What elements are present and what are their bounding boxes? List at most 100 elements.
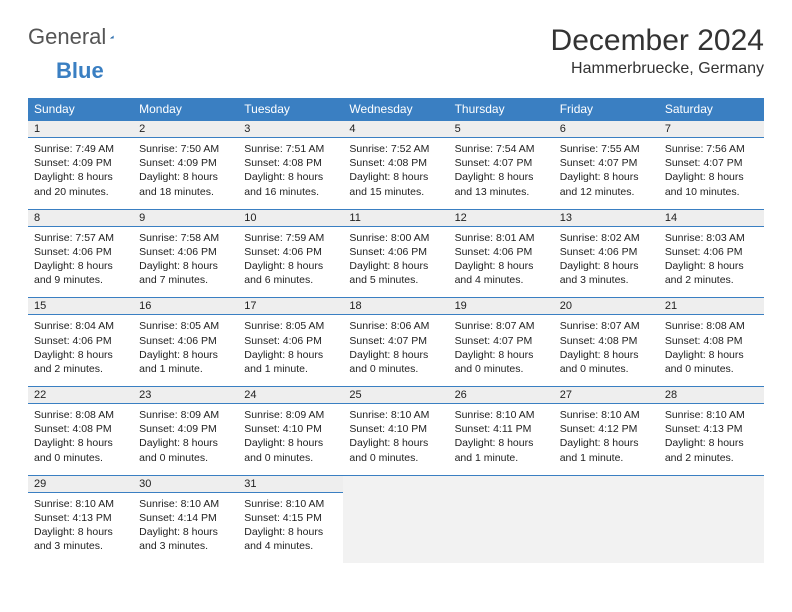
sunrise-text: Sunrise: 8:01 AM xyxy=(455,231,548,245)
day-number: 6 xyxy=(554,120,659,137)
sunrise-text: Sunrise: 8:08 AM xyxy=(34,408,127,422)
day-number: 2 xyxy=(133,120,238,137)
day-number: 17 xyxy=(238,297,343,314)
sunrise-text: Sunrise: 8:06 AM xyxy=(349,319,442,333)
day-cell: Sunrise: 8:04 AMSunset: 4:06 PMDaylight:… xyxy=(28,314,133,386)
daylight-text-2: and 0 minutes. xyxy=(665,362,758,376)
daylight-text-2: and 10 minutes. xyxy=(665,185,758,199)
daylight-text-1: Daylight: 8 hours xyxy=(560,259,653,273)
daylight-text-1: Daylight: 8 hours xyxy=(455,436,548,450)
day-cell: Sunrise: 8:05 AMSunset: 4:06 PMDaylight:… xyxy=(238,314,343,386)
daylight-text-1: Daylight: 8 hours xyxy=(244,348,337,362)
sunset-text: Sunset: 4:10 PM xyxy=(244,422,337,436)
sunset-text: Sunset: 4:06 PM xyxy=(455,245,548,259)
daylight-text-2: and 6 minutes. xyxy=(244,273,337,287)
sunset-text: Sunset: 4:13 PM xyxy=(34,511,127,525)
sunrise-text: Sunrise: 7:52 AM xyxy=(349,142,442,156)
daylight-text-1: Daylight: 8 hours xyxy=(665,170,758,184)
sunrise-text: Sunrise: 7:50 AM xyxy=(139,142,232,156)
calendar-grid: SundayMondayTuesdayWednesdayThursdayFrid… xyxy=(28,98,764,563)
daylight-text-1: Daylight: 8 hours xyxy=(139,348,232,362)
sunset-text: Sunset: 4:07 PM xyxy=(455,156,548,170)
daylight-text-2: and 0 minutes. xyxy=(139,451,232,465)
daylight-text-2: and 15 minutes. xyxy=(349,185,442,199)
sunset-text: Sunset: 4:06 PM xyxy=(139,334,232,348)
daylight-text-2: and 3 minutes. xyxy=(560,273,653,287)
daylight-text-2: and 2 minutes. xyxy=(665,273,758,287)
sunrise-text: Sunrise: 8:10 AM xyxy=(139,497,232,511)
day-cell: Sunrise: 8:10 AMSunset: 4:12 PMDaylight:… xyxy=(554,403,659,475)
daylight-text-2: and 4 minutes. xyxy=(244,539,337,553)
daylight-text-1: Daylight: 8 hours xyxy=(665,436,758,450)
dow-header: Friday xyxy=(554,98,659,120)
sunrise-text: Sunrise: 8:02 AM xyxy=(560,231,653,245)
day-cell: Sunrise: 8:03 AMSunset: 4:06 PMDaylight:… xyxy=(659,226,764,298)
day-number: 22 xyxy=(28,386,133,403)
daylight-text-1: Daylight: 8 hours xyxy=(34,436,127,450)
sunset-text: Sunset: 4:12 PM xyxy=(560,422,653,436)
sunrise-text: Sunrise: 7:57 AM xyxy=(34,231,127,245)
day-cell: Sunrise: 7:51 AMSunset: 4:08 PMDaylight:… xyxy=(238,137,343,209)
blank-cell xyxy=(659,492,764,564)
daylight-text-1: Daylight: 8 hours xyxy=(34,259,127,273)
day-cell: Sunrise: 7:57 AMSunset: 4:06 PMDaylight:… xyxy=(28,226,133,298)
day-cell: Sunrise: 7:54 AMSunset: 4:07 PMDaylight:… xyxy=(449,137,554,209)
daylight-text-2: and 18 minutes. xyxy=(139,185,232,199)
sunset-text: Sunset: 4:06 PM xyxy=(244,245,337,259)
daylight-text-2: and 2 minutes. xyxy=(34,362,127,376)
day-cell: Sunrise: 8:09 AMSunset: 4:10 PMDaylight:… xyxy=(238,403,343,475)
day-cell: Sunrise: 8:10 AMSunset: 4:14 PMDaylight:… xyxy=(133,492,238,564)
day-number: 4 xyxy=(343,120,448,137)
blank-cell xyxy=(343,492,448,564)
sunrise-text: Sunrise: 8:09 AM xyxy=(244,408,337,422)
daylight-text-2: and 0 minutes. xyxy=(244,451,337,465)
day-cell: Sunrise: 7:58 AMSunset: 4:06 PMDaylight:… xyxy=(133,226,238,298)
daylight-text-2: and 20 minutes. xyxy=(34,185,127,199)
day-number: 23 xyxy=(133,386,238,403)
daylight-text-1: Daylight: 8 hours xyxy=(139,170,232,184)
sunrise-text: Sunrise: 8:04 AM xyxy=(34,319,127,333)
day-cell: Sunrise: 8:00 AMSunset: 4:06 PMDaylight:… xyxy=(343,226,448,298)
daylight-text-2: and 0 minutes. xyxy=(455,362,548,376)
day-cell: Sunrise: 8:07 AMSunset: 4:07 PMDaylight:… xyxy=(449,314,554,386)
dow-header: Tuesday xyxy=(238,98,343,120)
day-cell: Sunrise: 8:10 AMSunset: 4:11 PMDaylight:… xyxy=(449,403,554,475)
daylight-text-1: Daylight: 8 hours xyxy=(139,436,232,450)
logo-text-1: General xyxy=(28,24,106,50)
daylight-text-1: Daylight: 8 hours xyxy=(244,525,337,539)
daylight-text-1: Daylight: 8 hours xyxy=(244,436,337,450)
sunrise-text: Sunrise: 8:10 AM xyxy=(349,408,442,422)
daylight-text-1: Daylight: 8 hours xyxy=(665,259,758,273)
sunrise-text: Sunrise: 8:09 AM xyxy=(139,408,232,422)
day-number: 3 xyxy=(238,120,343,137)
day-cell: Sunrise: 7:52 AMSunset: 4:08 PMDaylight:… xyxy=(343,137,448,209)
sunset-text: Sunset: 4:09 PM xyxy=(34,156,127,170)
day-cell: Sunrise: 8:01 AMSunset: 4:06 PMDaylight:… xyxy=(449,226,554,298)
sunset-text: Sunset: 4:06 PM xyxy=(560,245,653,259)
daylight-text-2: and 3 minutes. xyxy=(34,539,127,553)
daylight-text-2: and 4 minutes. xyxy=(455,273,548,287)
sunset-text: Sunset: 4:08 PM xyxy=(665,334,758,348)
sunrise-text: Sunrise: 8:10 AM xyxy=(665,408,758,422)
daylight-text-1: Daylight: 8 hours xyxy=(244,170,337,184)
daylight-text-1: Daylight: 8 hours xyxy=(560,436,653,450)
daylight-text-1: Daylight: 8 hours xyxy=(455,348,548,362)
sunset-text: Sunset: 4:07 PM xyxy=(665,156,758,170)
sunset-text: Sunset: 4:08 PM xyxy=(244,156,337,170)
sunset-text: Sunset: 4:07 PM xyxy=(455,334,548,348)
day-cell: Sunrise: 8:10 AMSunset: 4:13 PMDaylight:… xyxy=(659,403,764,475)
day-number: 29 xyxy=(28,475,133,492)
month-title: December 2024 xyxy=(551,24,764,58)
day-number: 25 xyxy=(343,386,448,403)
day-number xyxy=(554,475,659,492)
daylight-text-1: Daylight: 8 hours xyxy=(244,259,337,273)
sunset-text: Sunset: 4:06 PM xyxy=(34,334,127,348)
sunrise-text: Sunrise: 8:10 AM xyxy=(560,408,653,422)
day-cell: Sunrise: 7:49 AMSunset: 4:09 PMDaylight:… xyxy=(28,137,133,209)
daylight-text-1: Daylight: 8 hours xyxy=(455,259,548,273)
day-cell: Sunrise: 7:56 AMSunset: 4:07 PMDaylight:… xyxy=(659,137,764,209)
blank-cell xyxy=(554,492,659,564)
day-number: 24 xyxy=(238,386,343,403)
dow-header: Saturday xyxy=(659,98,764,120)
daylight-text-2: and 12 minutes. xyxy=(560,185,653,199)
